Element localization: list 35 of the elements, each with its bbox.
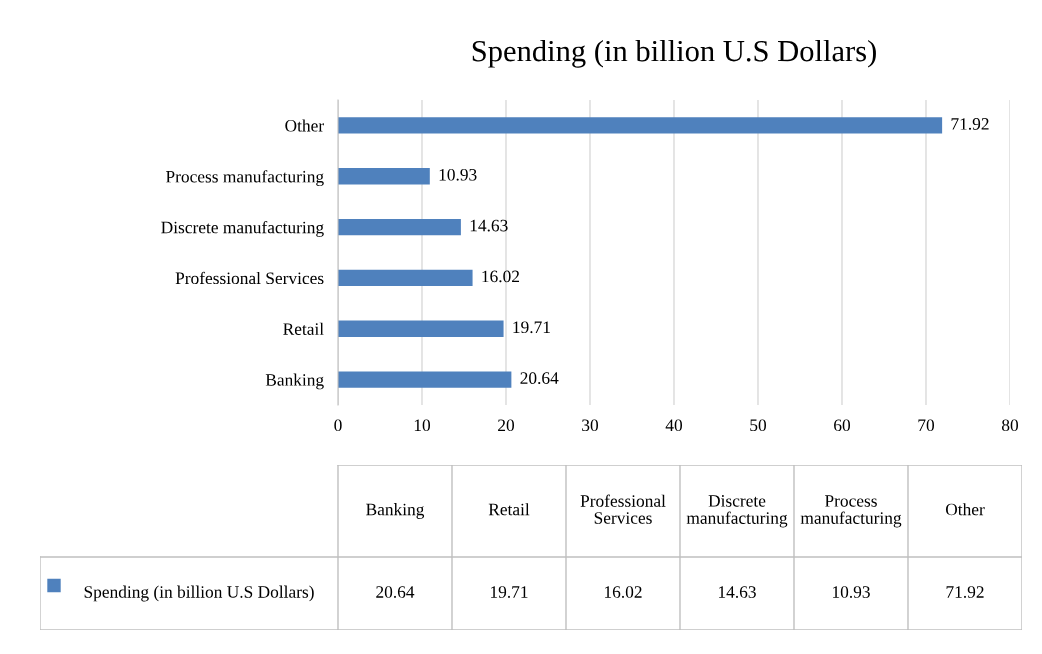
x-tick-label: 60 xyxy=(834,419,851,432)
data-label: 16.02 xyxy=(482,270,520,283)
y-tick-label: Retail xyxy=(283,322,324,335)
x-tick-label: 50 xyxy=(750,419,767,432)
category-label: Professional Services xyxy=(580,494,666,524)
text: 71.92 xyxy=(946,586,984,598)
text: 19.71 xyxy=(491,586,528,598)
x-tick-label: 80 xyxy=(1001,419,1019,432)
text: 10.93 xyxy=(833,586,870,598)
y-tick-label: Discrete manufacturing xyxy=(161,220,324,237)
text: 16.02 xyxy=(605,586,642,598)
x-tick-label: 10 xyxy=(414,419,431,432)
chart-title: Spending (in billion U.S Dollars) xyxy=(472,39,876,68)
category-label: Banking xyxy=(366,503,425,519)
category-label: Process manufacturing xyxy=(800,495,902,528)
text: 20.64 xyxy=(376,586,415,598)
legend-label: Spending (in billion U.S Dollars) xyxy=(84,585,314,602)
x-tick-label: 0 xyxy=(334,419,342,432)
x-tick-label: 30 xyxy=(582,419,599,432)
data-label: 14.63 xyxy=(470,219,508,232)
y-tick-label: Process manufacturing xyxy=(165,170,324,187)
data-label: 71.92 xyxy=(951,118,989,130)
x-tick-label: 40 xyxy=(665,419,683,432)
category-label: Other xyxy=(945,503,985,516)
data-label: 10.93 xyxy=(439,168,477,181)
y-tick-label: Banking xyxy=(265,373,324,390)
data-label: 20.64 xyxy=(520,372,559,384)
category-label: Discrete manufacturing xyxy=(686,495,788,528)
category-label: Retail xyxy=(488,503,530,516)
x-tick-label: 70 xyxy=(918,419,935,432)
x-tick-label: 20 xyxy=(498,419,515,432)
y-tick-label: Other xyxy=(285,119,324,132)
text: 14.63 xyxy=(719,586,756,598)
data-label: 19.71 xyxy=(513,321,550,334)
y-tick-label: Professional Services xyxy=(175,271,324,285)
